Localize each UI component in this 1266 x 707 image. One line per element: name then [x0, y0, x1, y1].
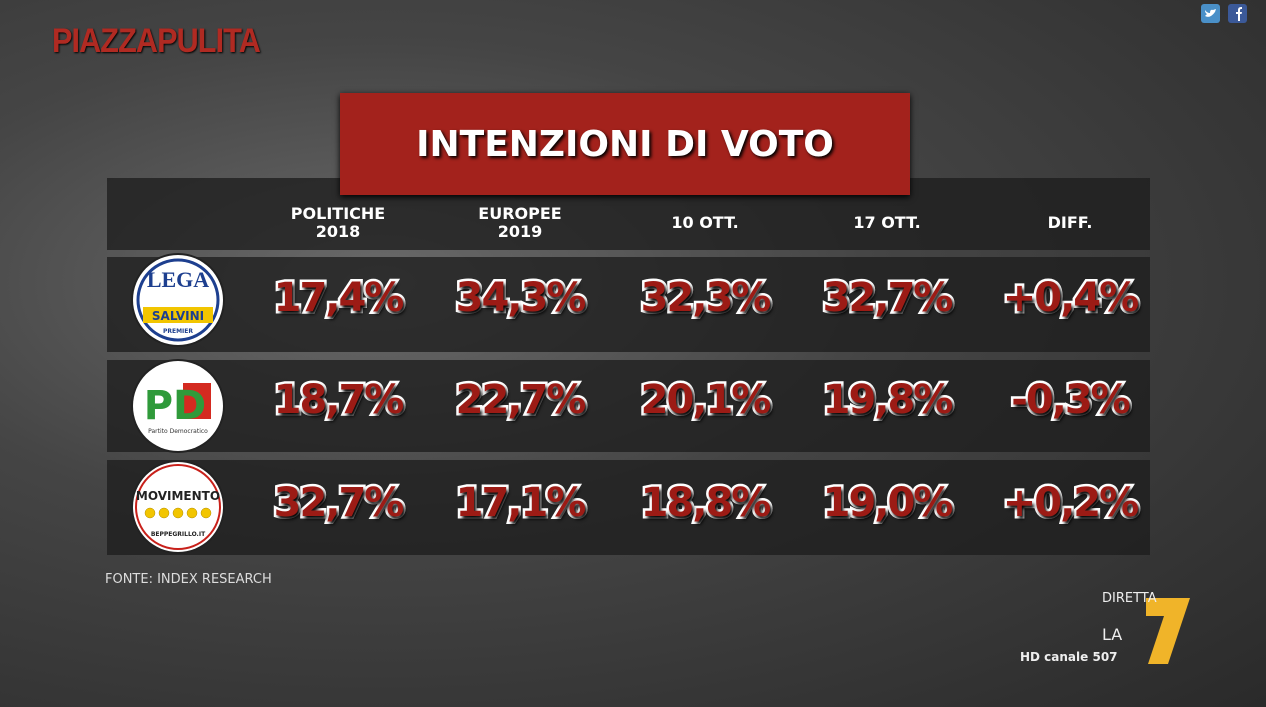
- channel-logo-art: 7 DIRETTA LA: [1102, 591, 1190, 664]
- pd-text: PD: [144, 383, 207, 429]
- column-header: 17 OTT.: [807, 214, 967, 232]
- percentage: -0,3%: [1009, 375, 1134, 426]
- facebook-icon: [1236, 7, 1242, 21]
- percentage: 19,8%: [820, 375, 956, 426]
- header-line: EUROPEE: [478, 204, 562, 223]
- percentage: 32,7%: [271, 478, 407, 529]
- column-header: EUROPEE 2019: [440, 205, 600, 241]
- lega-logo-art: LEGA SALVINI PREMIER: [136, 258, 220, 342]
- title: INTENZIONI DI VOTO: [416, 123, 834, 165]
- title-box: INTENZIONI DI VOTO: [340, 93, 910, 195]
- percentage: 19,0%: [820, 478, 956, 529]
- channel-name: LA: [1102, 625, 1122, 644]
- lega-logo: LEGA SALVINI PREMIER: [133, 255, 223, 345]
- header-line: DIFF.: [1047, 213, 1093, 232]
- percentage: 17,1%: [453, 478, 589, 529]
- header-line: 10 OTT.: [671, 213, 739, 232]
- header-line: 2019: [497, 222, 543, 241]
- channel-hd: HD canale 507: [1020, 650, 1118, 664]
- column-header: POLITICHE 2018: [258, 205, 418, 241]
- channel-logo: 7 DIRETTA LA: [1098, 590, 1198, 670]
- twitter-icon: [1205, 9, 1216, 17]
- percentage: +0,4%: [1000, 273, 1141, 324]
- header-line: 2018: [315, 222, 361, 241]
- pd-logo: PD Partito Democratico: [133, 361, 223, 451]
- m5s-logo: MOVIMENTO BEPPEGRILLO.IT: [133, 462, 223, 552]
- channel-live: DIRETTA: [1102, 591, 1157, 606]
- salvini-text: SALVINI: [152, 309, 204, 323]
- percentage: 18,7%: [271, 375, 407, 426]
- lega-text: LEGA: [147, 267, 209, 292]
- m5s-subtext: BEPPEGRILLO.IT: [151, 531, 206, 538]
- percentage: 20,1%: [638, 375, 774, 426]
- percentage: 32,3%: [638, 273, 774, 324]
- source: FONTE: INDEX RESEARCH: [105, 572, 272, 587]
- premier-text: PREMIER: [163, 328, 193, 335]
- m5s-logo-art: MOVIMENTO BEPPEGRILLO.IT: [135, 464, 221, 550]
- facebook-button[interactable]: [1228, 4, 1247, 23]
- percentage: +0,2%: [1000, 478, 1141, 529]
- percentage: 17,4%: [271, 273, 407, 324]
- twitter-button[interactable]: [1201, 4, 1220, 23]
- row-band: [107, 257, 1150, 352]
- m5s-text: MOVIMENTO: [136, 489, 220, 503]
- percentage: 18,8%: [638, 478, 774, 529]
- column-header: DIFF.: [990, 214, 1150, 232]
- pd-logo-art: PD Partito Democratico: [144, 383, 211, 435]
- column-header: 10 OTT.: [625, 214, 785, 232]
- row-band: [107, 460, 1150, 555]
- brand: PIAZZAPULITA: [52, 22, 261, 60]
- row-band: [107, 360, 1150, 452]
- header-line: POLITICHE: [290, 204, 386, 223]
- header-line: 17 OTT.: [853, 213, 921, 232]
- percentage: 32,7%: [820, 273, 956, 324]
- percentage: 34,3%: [453, 273, 589, 324]
- percentage: 22,7%: [453, 375, 589, 426]
- pd-subtext: Partito Democratico: [148, 428, 208, 435]
